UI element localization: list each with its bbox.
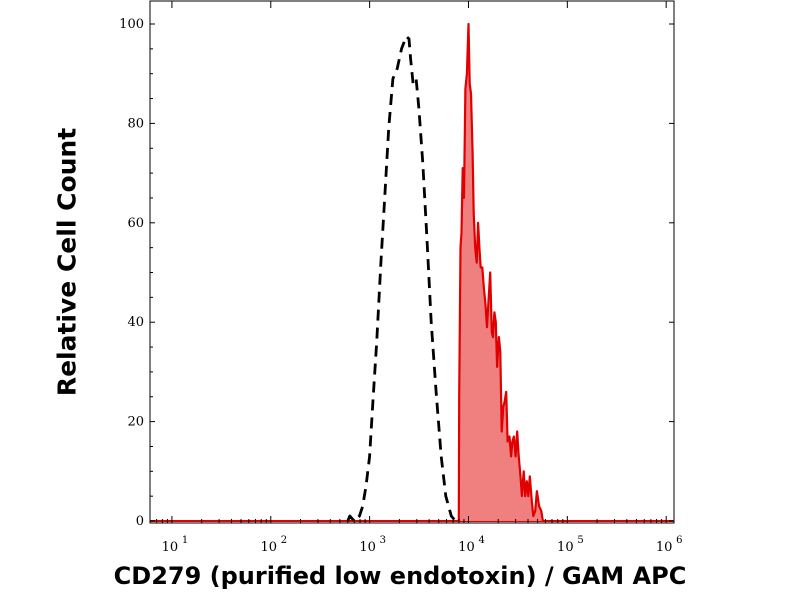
x-tick-label: 10 [261,540,278,555]
plot-frame [149,0,675,524]
series-layer [150,22,674,523]
y-tick-label: 20 [127,415,144,430]
x-tick-exponent: 2 [281,535,287,546]
y-tick-label: 100 [119,17,144,32]
x-tick-exponent: 5 [577,535,583,546]
x-tick-label: 10 [359,540,376,555]
x-tick-exponent: 3 [380,535,386,546]
control-histogram-line [346,35,457,523]
x-tick-label: 10 [656,540,673,555]
x-tick-exponent: 6 [676,535,682,546]
y-tick-label: 80 [127,116,144,131]
x-axis-label: CD279 (purified low endotoxin) / GAM APC [113,562,687,590]
y-axis-label: Relative Cell Count [52,127,82,397]
x-tick-exponent: 4 [478,535,484,546]
x-tick-label: 10 [458,540,475,555]
x-tick-label: 10 [162,540,179,555]
stained-histogram-fill [458,24,543,521]
y-tick-label: 60 [127,216,144,231]
stained-histogram-line [457,22,544,522]
x-tick-exponent: 1 [182,535,188,546]
x-tick-label: 10 [557,540,574,555]
y-tick-label: 0 [136,514,144,529]
y-tick-label: 40 [127,315,144,330]
